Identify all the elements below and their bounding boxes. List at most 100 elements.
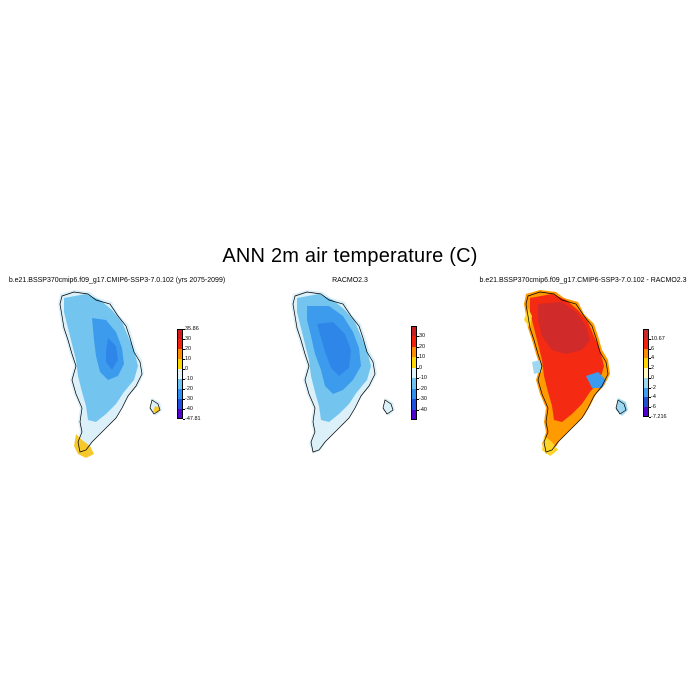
colorbar-tick <box>417 399 419 400</box>
colorbar-swatch <box>411 326 417 337</box>
colorbar-tick <box>417 378 419 379</box>
colorbar-tick <box>183 399 185 400</box>
colorbar-label: -20 <box>419 385 427 392</box>
colorbar-tick <box>649 397 651 398</box>
colorbar-tick <box>649 338 651 340</box>
colorbar-label: 20 <box>419 343 426 350</box>
colorbar-tick <box>649 368 651 369</box>
colorbar-label: -6 <box>651 404 656 411</box>
colorbar-label: 35.86 <box>185 326 199 332</box>
colorbar-swatch <box>643 368 649 378</box>
colorbar-tick <box>183 339 185 340</box>
colorbar-label: -40 <box>185 406 193 412</box>
colorbar-tick <box>417 388 419 390</box>
colorbar-label: 4 <box>651 355 655 362</box>
colorbar-label: 0 <box>419 364 423 371</box>
colorbar-tick <box>417 357 419 358</box>
greenland-map-difference <box>524 290 628 456</box>
colorbar-swatch <box>643 387 649 398</box>
colorbar-label: -47.81 <box>185 416 201 422</box>
colorbar-label: 2 <box>651 365 655 372</box>
colorbar-tick <box>417 409 419 411</box>
colorbar-label: 30 <box>419 333 426 340</box>
colorbar-swatch <box>177 369 183 379</box>
colorbar-swatch <box>643 397 649 408</box>
panel-title-difference: b.e21.BSSP370cmip6.f09_g17.CMIP6-SSP3-7.… <box>479 277 687 284</box>
colorbar-tick <box>183 379 185 380</box>
colorbar-tick <box>649 407 651 408</box>
colorbar-swatch <box>177 379 183 389</box>
colorbar-label: 10 <box>419 354 426 361</box>
colorbar-swatch <box>643 358 649 369</box>
colorbar-swatch <box>411 357 417 368</box>
colorbar-tick <box>183 329 185 330</box>
colorbar-tick <box>183 389 185 390</box>
colorbar-swatch <box>177 339 183 349</box>
colorbar-label: -10 <box>419 375 427 382</box>
colorbar-racmo: 30 20 10 0 -10 -20 -30 -40 <box>411 326 451 420</box>
colorbar-label: 10.67 <box>651 335 665 342</box>
figure-title: ANN 2m air temperature (C) <box>222 245 478 267</box>
colorbar-swatch <box>643 407 649 417</box>
colorbar-tick <box>649 358 651 359</box>
colorbar-swatch <box>177 399 183 409</box>
greenland-map-model <box>58 290 162 458</box>
colorbar-swatch <box>411 409 417 420</box>
colorbar-label: 30 <box>185 336 192 342</box>
colorbar-difference: 10.67 6 4 2 0 -2 -4 -6 -7.216 <box>643 329 683 420</box>
panel-racmo: RACMO2.3 30 20 10 0 -10 -20 -30 -40 <box>233 276 467 466</box>
greenland-map-racmo <box>291 290 395 454</box>
colorbar-label: -20 <box>185 386 193 392</box>
colorbar-swatch <box>643 338 649 349</box>
colorbar-label: -10 <box>185 376 193 382</box>
colorbar-model: 35.86 30 20 10 0 -10 -20 -30 -40 -47.81 <box>177 326 217 422</box>
colorbar-tick <box>649 348 651 350</box>
colorbar-tick <box>183 409 185 410</box>
colorbar-tick <box>183 359 185 360</box>
colorbar-tick <box>417 346 419 348</box>
colorbar-tick <box>183 369 185 370</box>
temperature-field <box>524 290 628 456</box>
colorbar-swatch <box>411 346 417 358</box>
coastline <box>59 291 161 453</box>
colorbar-tick <box>649 377 651 379</box>
colorbar-swatch <box>177 329 183 339</box>
panel-difference: b.e21.BSSP370cmip6.f09_g17.CMIP6-SSP3-7.… <box>466 276 700 466</box>
colorbar-label: -30 <box>419 396 427 403</box>
temperature-field <box>291 290 395 454</box>
colorbar-swatch <box>177 359 183 369</box>
colorbar-label: 0 <box>651 374 655 381</box>
colorbar-label: 10 <box>185 356 192 362</box>
colorbar-swatch <box>411 388 417 400</box>
colorbar-label: -40 <box>419 406 427 413</box>
colorbar-label: -2 <box>651 384 656 391</box>
colorbar-tick <box>183 349 185 350</box>
colorbar-tick <box>417 336 419 337</box>
colorbar-swatch <box>411 399 417 410</box>
colorbar-tick <box>649 417 651 418</box>
panel-title-model: b.e21.BSSP370cmip6.f09_g17.CMIP6-SSP3-7.… <box>8 277 226 284</box>
colorbar-swatch <box>643 329 649 339</box>
colorbar-swatch <box>411 378 417 389</box>
colorbar-swatch <box>177 349 183 359</box>
colorbar-label: -4 <box>651 394 656 401</box>
colorbar-label: 0 <box>185 366 189 372</box>
colorbar-label: 6 <box>651 345 655 352</box>
panel-title-racmo: RACMO2.3 <box>332 277 368 284</box>
colorbar-swatch <box>177 409 183 419</box>
coastline <box>292 291 394 453</box>
colorbar-tick <box>183 419 185 420</box>
colorbar-tick <box>649 387 651 389</box>
colorbar-swatch <box>177 389 183 399</box>
colorbar-swatch <box>411 367 417 379</box>
colorbar-label: -7.216 <box>651 414 667 420</box>
colorbar-swatch <box>643 348 649 359</box>
colorbar-swatch <box>411 336 417 347</box>
coastline <box>525 291 627 453</box>
colorbar-tick <box>417 367 419 369</box>
colorbar-swatch <box>643 377 649 388</box>
temperature-field <box>58 290 162 458</box>
colorbar-label: -30 <box>185 396 193 402</box>
colorbar-label: 20 <box>185 346 192 352</box>
panel-model: b.e21.BSSP370cmip6.f09_g17.CMIP6-SSP3-7.… <box>0 276 234 466</box>
